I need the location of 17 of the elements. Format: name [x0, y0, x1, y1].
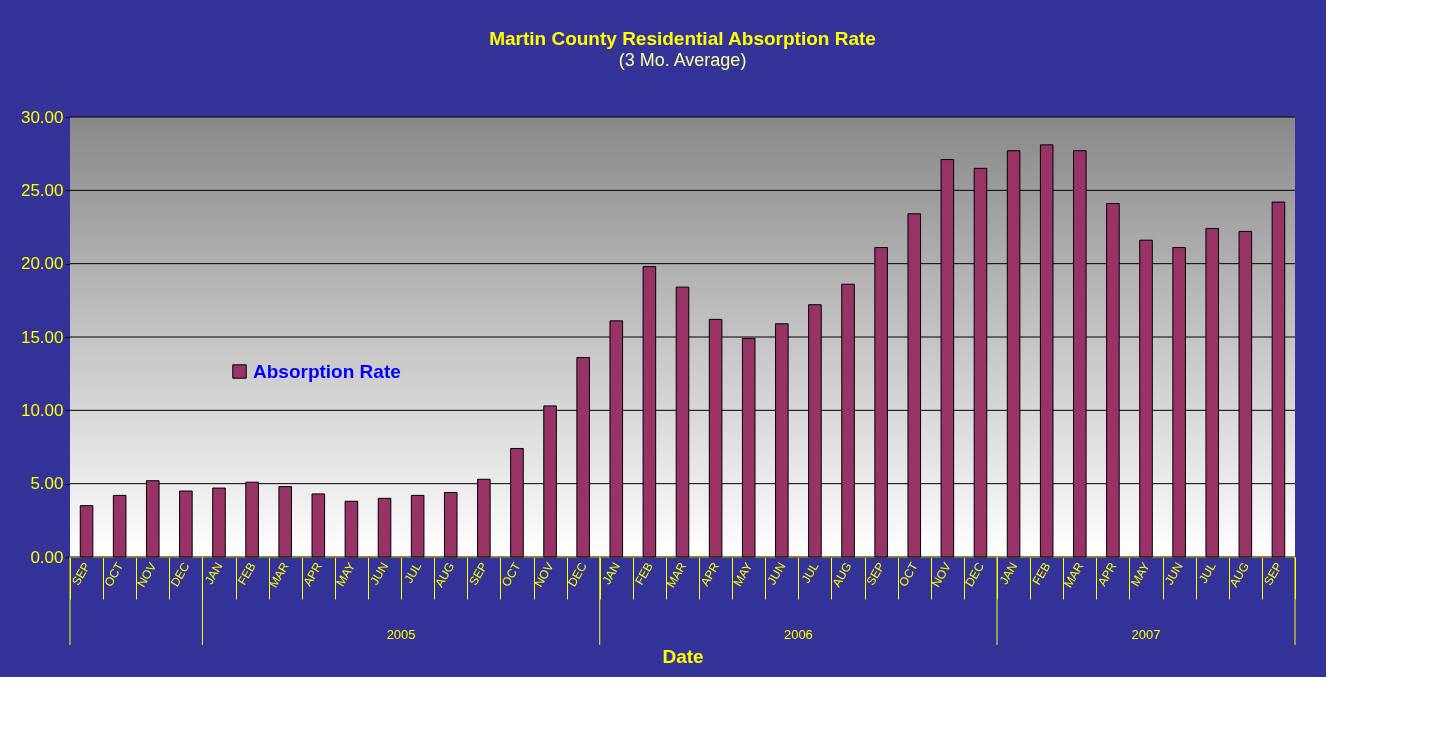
x-tick-label: JUL — [401, 559, 425, 586]
y-tick-label: 15.00 — [20, 327, 64, 347]
y-tick-label: 30.00 — [20, 107, 64, 127]
y-tick-label: 25.00 — [20, 180, 64, 200]
text: 2006 — [783, 627, 813, 642]
y-tick-label: 0.00 — [30, 547, 64, 567]
y-tick-label: 5.00 — [30, 474, 64, 494]
x-tick-label: JUL — [1196, 559, 1219, 586]
text: 2007 — [1131, 627, 1161, 642]
y-tick-label: 10.00 — [20, 400, 64, 420]
chart-subtitle: (3 Mo. Average) — [618, 50, 747, 70]
chart-title: Martin County Residential Absorption Rate — [489, 28, 876, 49]
legend-label: Absorption Rate — [253, 360, 401, 382]
x-axis-title: Date — [662, 646, 704, 667]
text: 2005 — [386, 627, 416, 642]
y-tick-label: 20.00 — [20, 254, 64, 274]
x-tick-label: JUL — [798, 559, 822, 586]
